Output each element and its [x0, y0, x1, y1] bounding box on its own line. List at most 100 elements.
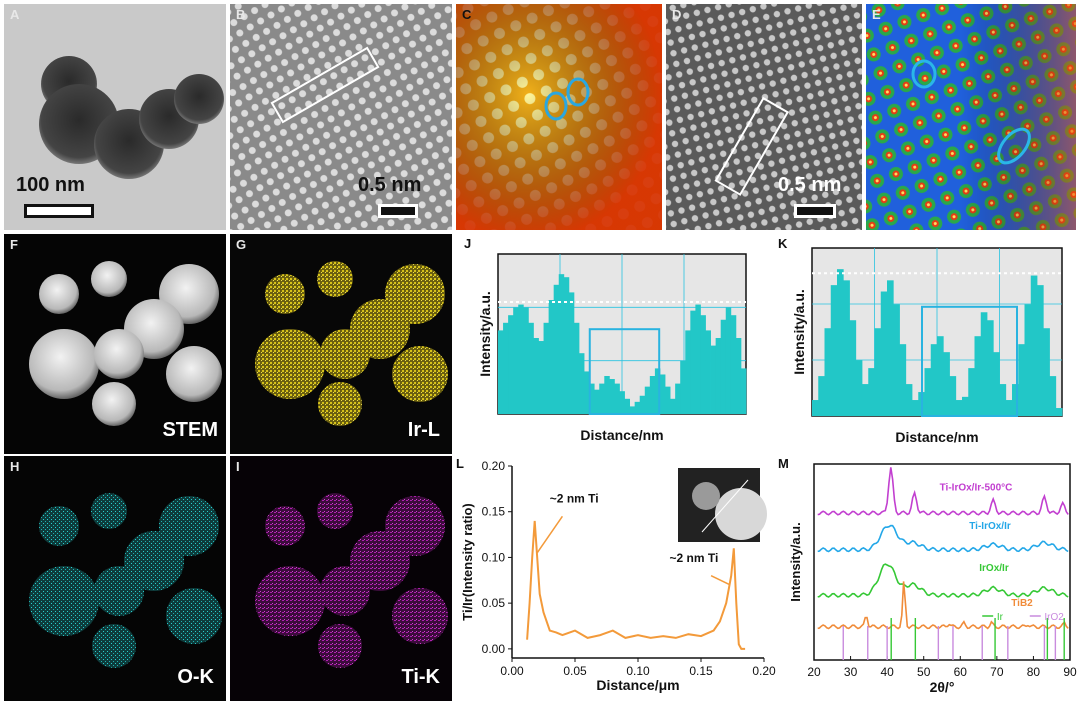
panel-d-hrtem: D 0.5 nm: [666, 4, 862, 230]
scale-bar: [794, 204, 836, 218]
profile-chart-k: Distance/nm Intensity/a.u.: [791, 247, 1063, 445]
profile-bar: [930, 344, 938, 416]
profile-bar: [812, 400, 819, 416]
scale-bar: [378, 204, 418, 218]
profile-bar: [715, 338, 722, 414]
profile-bar: [705, 330, 711, 414]
profile-bar: [659, 374, 666, 414]
annotation-arrow: [536, 515, 564, 554]
x-tick-label: 70: [990, 665, 1004, 679]
annotation-label: ~2 nm Ti: [670, 551, 719, 565]
profile-bar: [740, 368, 747, 414]
x-tick-label: 0.20: [752, 664, 776, 678]
profile-bar: [523, 307, 529, 414]
x-tick-label: 60: [954, 665, 968, 679]
profile-bar: [670, 398, 676, 414]
panel-b-hrtem: B 0.5 nm: [230, 4, 452, 230]
y-tick-label: 0.05: [482, 596, 506, 610]
profile-bar: [548, 300, 555, 414]
profile-bar: [1005, 400, 1013, 416]
ratio-chart: 0.00 0.05 0.10 0.15 0.20 0.00 0.05 0.10 0.15 0.20…: [460, 459, 776, 693]
map-label: STEM: [162, 419, 218, 441]
y-tick-label: 0.10: [482, 550, 506, 564]
inset-particle: [715, 488, 767, 540]
panel-k-profile: K Distance/nm Intensity/a.u.: [770, 234, 1076, 454]
eds-map: [255, 493, 448, 668]
profile-chart-j: Distance/nm Intensity/a.u.: [477, 253, 747, 443]
profile-bar: [912, 400, 919, 416]
y-axis-label: Intensity/a.u.: [477, 291, 493, 377]
x-tick-label: 0.15: [689, 664, 713, 678]
profile-bar: [634, 401, 641, 414]
x-tick-label: 30: [844, 665, 858, 679]
profile-bar: [589, 383, 595, 414]
profile-bar: [849, 320, 857, 416]
highlight-box: [921, 305, 1018, 417]
profile-bar: [644, 386, 651, 414]
profile-bar: [543, 322, 550, 414]
legend-label: Ir: [997, 612, 1004, 623]
profile-bar: [974, 336, 982, 416]
profile-bar: [955, 400, 963, 416]
hrtem-lattice: [230, 4, 452, 230]
profile-bar: [558, 274, 565, 414]
eds-map: [29, 493, 222, 668]
panel-g-ir-map: G Ir-L: [230, 234, 452, 454]
profile-bar: [563, 277, 570, 414]
profile-bar: [887, 280, 894, 416]
scale-label: 100 nm: [16, 174, 85, 196]
profile-bar: [665, 386, 671, 414]
scale-bar: [24, 204, 94, 218]
profile-bar: [553, 284, 560, 414]
xrd-chart: 20 30 40 50 60 70 80 90 Ti-IrOx/Ir-500°C Ti-IrOx/…: [788, 463, 1077, 695]
legend-label: IrO2: [1044, 612, 1064, 623]
xrd-trace: [817, 524, 1069, 553]
profile-bar: [862, 384, 869, 416]
profile-bar: [1055, 408, 1063, 416]
profile-bar: [855, 360, 863, 416]
y-tick-label: 0.15: [482, 505, 506, 519]
profile-bar: [730, 315, 737, 414]
xrd-trace: [817, 467, 1069, 516]
panel-label: I: [236, 459, 240, 474]
panel-label: D: [672, 7, 682, 22]
panel-i-ti-map: I Ti-K: [230, 456, 452, 701]
panel-label: K: [778, 236, 788, 251]
scale-label: 0.5 nm: [358, 174, 422, 196]
profile-bar: [1018, 344, 1025, 416]
profile-bar: [508, 315, 514, 414]
profile-bar: [604, 376, 610, 414]
x-axis-label: Distance/nm: [895, 429, 978, 445]
hrtem-lattice: [666, 4, 862, 230]
panel-h-o-map: H O-K: [4, 456, 226, 701]
stem-image: [29, 261, 222, 426]
profile-bar: [533, 338, 539, 414]
profile-bar: [980, 312, 988, 416]
profile-bar: [599, 383, 605, 414]
profile-bar: [905, 384, 913, 416]
profile-bar: [518, 304, 524, 414]
profile-bar: [899, 344, 907, 416]
profile-bar: [609, 379, 615, 414]
profile-bar: [735, 338, 742, 414]
scale-label: 0.5 nm: [778, 174, 842, 196]
panel-label: F: [10, 237, 18, 252]
profile-bar: [573, 322, 580, 414]
profile-bar: [968, 368, 975, 416]
xrd-trace: [817, 563, 1069, 598]
panel-label: B: [236, 7, 246, 22]
profile-bar: [830, 285, 838, 416]
series-label: Ti-IrOx/Ir: [969, 521, 1011, 532]
series-label: TiB2: [1011, 598, 1033, 609]
annotation-label: ~2 nm Ti: [550, 492, 599, 506]
tem-image: [39, 56, 224, 179]
profile-bar: [843, 280, 850, 416]
xrd-trace: [817, 581, 1069, 630]
profile-bar: [695, 304, 701, 414]
profile-bar: [837, 269, 844, 416]
profile-bar: [624, 398, 630, 414]
panel-label: M: [778, 456, 789, 471]
x-axis-label: Distance/nm: [580, 427, 663, 443]
inset-particle: [692, 482, 720, 510]
y-tick-label: 0.00: [482, 642, 506, 656]
